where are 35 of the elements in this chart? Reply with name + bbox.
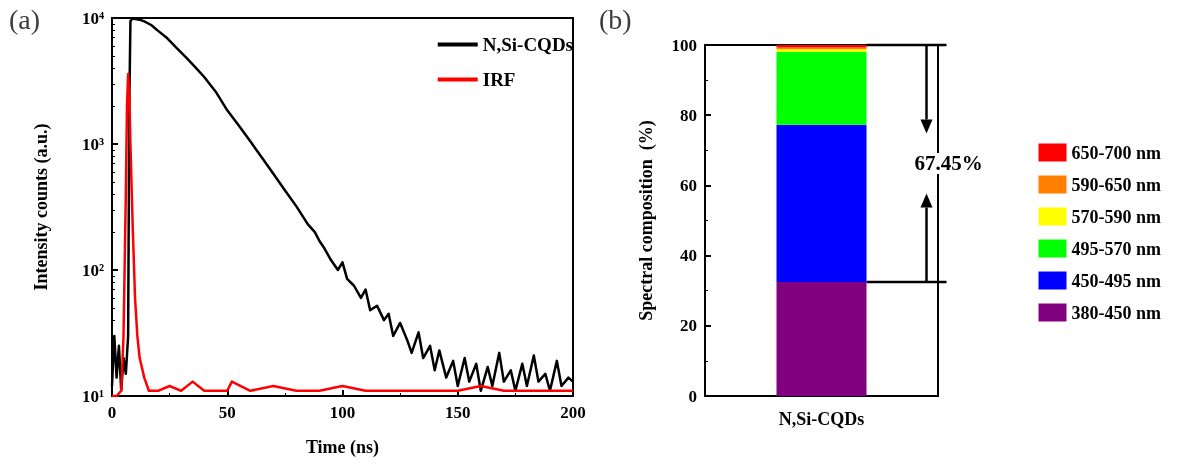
x-tick-label: 0 [107, 403, 117, 422]
y-tick-label: 10³ [81, 134, 104, 154]
bar [776, 281, 867, 396]
y-tick-label: 10⁴ [81, 8, 104, 28]
y-tick-label: 20 [680, 316, 697, 336]
chart-title: (b) [599, 3, 632, 35]
y-tick-label: 10¹ [81, 386, 104, 406]
legend-label: 450-495 nm [1071, 270, 1162, 291]
legend-label: N,Si-CQDs [482, 34, 574, 55]
legend-label: 380-450 nm [1071, 302, 1162, 323]
bar [776, 124, 867, 282]
legend-label: 650-700 nm [1071, 142, 1162, 163]
x-tick-label: 150 [445, 403, 471, 422]
legend-label: 570-590 nm [1071, 206, 1162, 227]
legend-label: IRF [482, 69, 516, 90]
legend-label: 590-650 nm [1071, 174, 1162, 195]
x-axis-title: Time (ns) [305, 437, 380, 458]
y-tick-label: 0 [688, 386, 697, 406]
x-tick-label: 50 [218, 403, 236, 422]
line-series [110, 72, 575, 398]
x-tick-label: N,Si-CQDs [778, 409, 865, 429]
bar [776, 52, 867, 125]
y-tick-label: 100 [671, 35, 697, 55]
y-tick-label: 40 [680, 246, 697, 266]
y-tick-label: 60 [680, 175, 697, 195]
legend-label: 495-570 nm [1071, 238, 1162, 259]
y-tick-label: 10² [81, 260, 104, 280]
line-series [110, 17, 575, 393]
y-axis-title: Spectral composition (%) [636, 120, 657, 321]
chart-title: (a) [9, 3, 41, 35]
text: 67.45% [914, 151, 983, 176]
x-tick-label: 200 [560, 403, 586, 422]
y-tick-label: 80 [680, 105, 697, 125]
y-axis-title: Intensity counts (a.u.) [31, 123, 52, 291]
x-tick-label: 100 [329, 403, 356, 422]
